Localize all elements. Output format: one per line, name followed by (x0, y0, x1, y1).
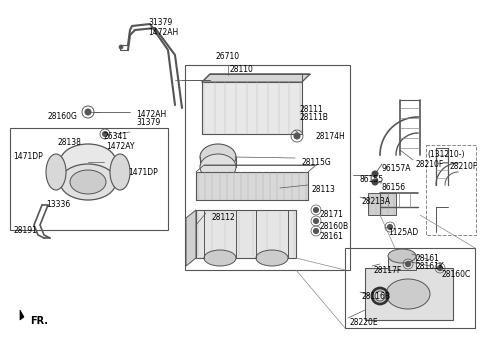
Text: 28161K: 28161K (415, 262, 444, 271)
Text: 96157A: 96157A (382, 164, 411, 173)
Text: 28210F: 28210F (450, 162, 478, 171)
Ellipse shape (70, 170, 106, 194)
Circle shape (313, 207, 319, 212)
Text: 1471DP: 1471DP (13, 152, 43, 161)
Bar (426, 145, 476, 235)
Ellipse shape (110, 154, 130, 190)
Bar (388, 256, 416, 270)
Ellipse shape (200, 154, 236, 180)
Text: 31379: 31379 (136, 118, 160, 127)
Ellipse shape (46, 154, 66, 190)
Circle shape (85, 109, 91, 115)
Text: 26710: 26710 (215, 52, 239, 61)
Bar (196, 172, 308, 200)
Text: 28171: 28171 (320, 210, 344, 219)
Text: 28161: 28161 (320, 232, 344, 241)
Text: 28112: 28112 (212, 213, 236, 222)
Polygon shape (186, 210, 196, 266)
Text: 1471DP: 1471DP (128, 168, 158, 177)
Bar (196, 210, 296, 258)
Polygon shape (20, 310, 24, 320)
Circle shape (372, 171, 378, 177)
Ellipse shape (204, 250, 236, 266)
Text: FR.: FR. (30, 316, 48, 326)
Ellipse shape (388, 249, 416, 263)
Text: 28116B: 28116B (362, 292, 391, 301)
Bar (185, 65, 350, 270)
Circle shape (406, 261, 410, 267)
Text: 28160C: 28160C (441, 270, 470, 279)
Circle shape (103, 132, 108, 136)
Text: 28174H: 28174H (316, 132, 346, 141)
Text: 28161: 28161 (415, 254, 439, 263)
Text: 28213A: 28213A (362, 197, 391, 206)
Ellipse shape (200, 144, 236, 170)
Text: 1472AH: 1472AH (136, 110, 166, 119)
Text: 28160G: 28160G (48, 112, 78, 121)
Circle shape (119, 45, 123, 49)
Bar (368, 193, 396, 215)
Bar (345, 248, 475, 328)
Text: 31379
1472AH: 31379 1472AH (148, 18, 178, 37)
Circle shape (313, 228, 319, 234)
Text: 28110: 28110 (230, 65, 254, 74)
Text: 28111B: 28111B (300, 113, 329, 122)
Text: 26341: 26341 (104, 132, 128, 141)
Text: 1125AD: 1125AD (388, 228, 418, 237)
Circle shape (387, 224, 393, 230)
Text: 28115G: 28115G (302, 158, 332, 167)
Ellipse shape (60, 164, 116, 200)
Circle shape (372, 179, 378, 185)
Polygon shape (202, 74, 310, 82)
Text: 28210F: 28210F (416, 160, 444, 169)
Bar (202, 82, 302, 134)
Bar (10, 128, 168, 230)
Text: 86156: 86156 (382, 183, 406, 192)
Circle shape (437, 266, 443, 271)
Text: 13336: 13336 (46, 200, 70, 209)
Text: 28138: 28138 (58, 138, 82, 147)
Ellipse shape (386, 279, 430, 309)
Text: 86155: 86155 (360, 175, 384, 184)
Text: (131210-): (131210-) (427, 150, 465, 159)
Text: 28220E: 28220E (350, 318, 379, 327)
Text: 28117F: 28117F (374, 266, 402, 275)
Ellipse shape (60, 144, 116, 180)
Text: 28191: 28191 (13, 226, 37, 235)
Circle shape (313, 219, 319, 223)
Ellipse shape (256, 250, 288, 266)
Text: 28113: 28113 (312, 185, 336, 194)
Text: 28111: 28111 (300, 105, 324, 114)
Circle shape (294, 133, 300, 139)
Bar (365, 268, 453, 320)
Text: 1472AY: 1472AY (106, 142, 134, 151)
Text: 28160B: 28160B (320, 222, 349, 231)
